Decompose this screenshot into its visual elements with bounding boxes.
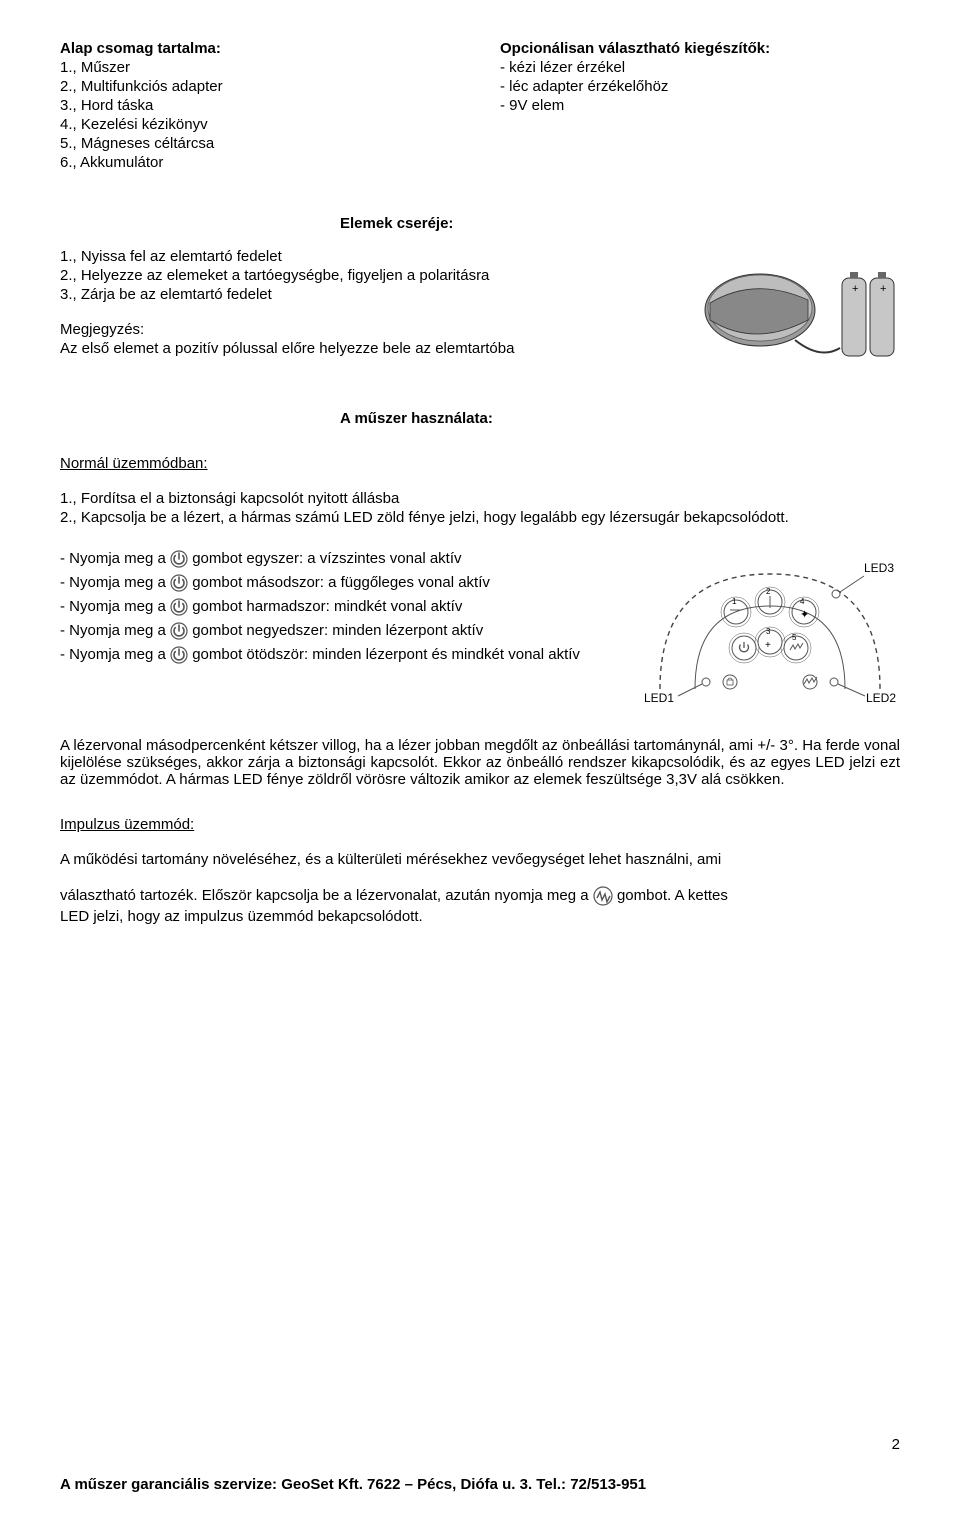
- page-number: 2: [892, 1436, 900, 1453]
- pulse-line2: választható tartozék. Először kapcsolja …: [60, 886, 900, 906]
- battery-step: 1., Nyissa fel az elemtartó fedelet: [60, 248, 670, 265]
- press-text: - Nyomja meg a gombot egyszer: a vízszin…: [60, 544, 620, 670]
- package-col: Alap csomag tartalma: 1., Műszer 2., Mul…: [60, 40, 460, 173]
- pulse-line2a: választható tartozék. Először kapcsolja …: [60, 887, 593, 904]
- package-item: 3., Hord táska: [60, 97, 460, 114]
- battery-note-label: Megjegyzés:: [60, 321, 670, 338]
- led1-label: LED1: [644, 691, 674, 705]
- press-suffix: gombot ötödször: minden lézerpont és min…: [192, 646, 580, 663]
- press-line: - Nyomja meg a gombot negyedszer: minden…: [60, 622, 620, 640]
- press-suffix: gombot negyedszer: minden lézerpont aktí…: [192, 622, 483, 639]
- power-icon: [170, 622, 188, 640]
- pulse-line3: LED jelzi, hogy az impulzus üzemmód beka…: [60, 908, 900, 925]
- pulse-icon: [593, 886, 613, 906]
- package-item: 6., Akkumulátor: [60, 154, 460, 171]
- led2-label: LED2: [866, 691, 896, 705]
- press-line: - Nyomja meg a gombot harmadszor: mindké…: [60, 598, 620, 616]
- optional-title: Opcionálisan választható kiegészítők:: [500, 40, 900, 57]
- svg-text:2: 2: [766, 587, 771, 596]
- press-suffix: gombot egyszer: a vízszintes vonal aktív: [192, 550, 461, 567]
- press-prefix: - Nyomja meg a: [60, 622, 170, 639]
- svg-text:+: +: [765, 640, 771, 651]
- press-suffix: gombot másodszor: a függőleges vonal akt…: [192, 574, 490, 591]
- press-line: - Nyomja meg a gombot ötödször: minden l…: [60, 646, 620, 664]
- press-line: - Nyomja meg a gombot egyszer: a vízszin…: [60, 550, 620, 568]
- press-prefix: - Nyomja meg a: [60, 574, 170, 591]
- battery-row: 1., Nyissa fel az elemtartó fedelet 2., …: [60, 248, 900, 368]
- package-item: 1., Műszer: [60, 59, 460, 76]
- optional-item: - léc adapter érzékelőhöz: [500, 78, 900, 95]
- footer-text: A műszer garanciális szervize: GeoSet Kf…: [60, 1476, 646, 1493]
- package-item: 4., Kezelési kézikönyv: [60, 116, 460, 133]
- press-suffix: gombot harmadszor: mindkét vonal aktív: [192, 598, 462, 615]
- panel-figure: 1 2 4 ✦ 3 + 5: [640, 544, 900, 709]
- optional-col: Opcionálisan választható kiegészítők: - …: [500, 40, 900, 173]
- pulse-mode-label: Impulzus üzemmód:: [60, 816, 900, 833]
- normal-mode-label: Normál üzemmódban:: [60, 455, 900, 472]
- optional-item: - 9V elem: [500, 97, 900, 114]
- battery-title: Elemek cseréje:: [340, 215, 900, 232]
- battery-illustration-icon: + +: [690, 248, 900, 368]
- svg-text:✦: ✦: [800, 609, 809, 621]
- battery-text: 1., Nyissa fel az elemtartó fedelet 2., …: [60, 248, 670, 359]
- power-icon: [170, 646, 188, 664]
- press-prefix: - Nyomja meg a: [60, 598, 170, 615]
- power-icon: [170, 550, 188, 568]
- package-title: Alap csomag tartalma:: [60, 40, 460, 57]
- power-icon: [170, 598, 188, 616]
- usage-step: 2., Kapcsolja be a lézert, a hármas szám…: [60, 509, 900, 526]
- press-line: - Nyomja meg a gombot másodszor: a függő…: [60, 574, 620, 592]
- press-row-figure: - Nyomja meg a gombot egyszer: a vízszin…: [60, 544, 900, 709]
- usage-title: A műszer használata:: [340, 410, 900, 427]
- pulse-line2b: gombot. A kettes: [617, 887, 728, 904]
- usage-warning: A lézervonal másodpercenként kétszer vil…: [60, 737, 900, 788]
- battery-note-text: Az első elemet a pozitív pólussal előre …: [60, 340, 670, 357]
- package-item: 5., Mágneses céltárcsa: [60, 135, 460, 152]
- battery-step: 3., Zárja be az elemtartó fedelet: [60, 286, 670, 303]
- press-prefix: - Nyomja meg a: [60, 646, 170, 663]
- battery-step: 2., Helyezze az elemeket a tartóegységbe…: [60, 267, 670, 284]
- led3-label: LED3: [864, 561, 894, 575]
- top-columns: Alap csomag tartalma: 1., Műszer 2., Mul…: [60, 40, 900, 173]
- svg-text:5: 5: [792, 633, 797, 642]
- device-panel-icon: 1 2 4 ✦ 3 + 5: [640, 544, 900, 709]
- battery-figure: + +: [690, 248, 900, 368]
- usage-step: 1., Fordítsa el a biztonsági kapcsolót n…: [60, 490, 900, 507]
- pulse-intro: A működési tartomány növeléséhez, és a k…: [60, 851, 900, 868]
- svg-text:1: 1: [732, 597, 737, 606]
- optional-item: - kézi lézer érzékel: [500, 59, 900, 76]
- svg-text:+: +: [852, 283, 858, 295]
- svg-text:3: 3: [766, 627, 771, 636]
- svg-text:4: 4: [800, 597, 805, 606]
- package-item: 2., Multifunkciós adapter: [60, 78, 460, 95]
- power-icon: [170, 574, 188, 592]
- press-prefix: - Nyomja meg a: [60, 550, 170, 567]
- svg-text:+: +: [880, 283, 886, 295]
